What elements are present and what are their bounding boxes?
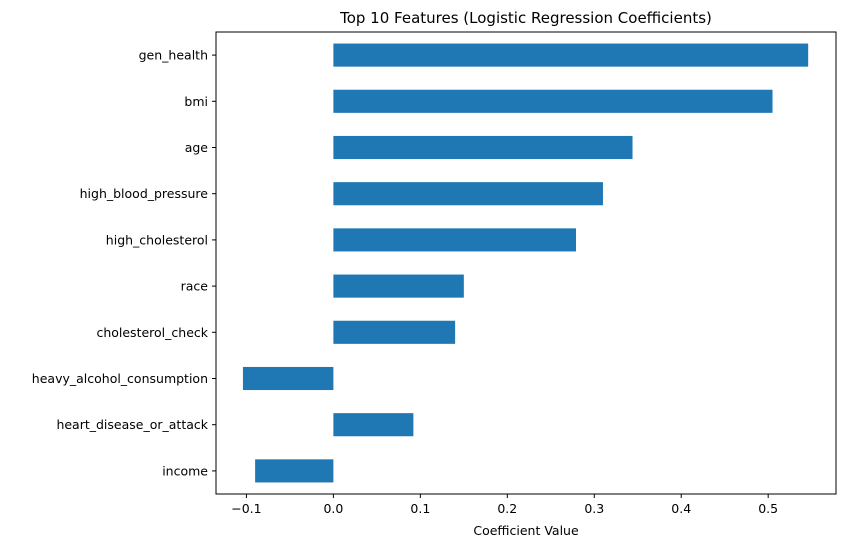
y-tick-label: high_cholesterol	[106, 232, 208, 247]
x-axis-title: Coefficient Value	[473, 523, 579, 538]
bars-group	[242, 43, 809, 483]
bar-heavy-alcohol-consumption	[242, 366, 334, 391]
bar-high-cholesterol	[333, 228, 576, 252]
bar-age	[333, 135, 633, 160]
x-tick-label: 0.3	[584, 501, 604, 516]
x-tick-label: −0.1	[231, 501, 261, 516]
bar-gen-health	[333, 43, 809, 67]
x-axis-ticks: −0.1 0.0 0.1 0.2 0.3 0.4 0.5	[231, 494, 778, 516]
x-tick-label: 0.0	[323, 501, 343, 516]
x-tick-label: 0.5	[758, 501, 778, 516]
y-tick-label: high_blood_pressure	[80, 186, 209, 201]
chart-title: Top 10 Features (Logistic Regression Coe…	[339, 9, 712, 27]
y-tick-label: gen_health	[139, 48, 208, 63]
y-tick-label: heavy_alcohol_consumption	[32, 371, 208, 386]
x-tick-label: 0.4	[671, 501, 691, 516]
bar-high-blood-pressure	[333, 182, 603, 206]
y-tick-label: bmi	[184, 94, 208, 109]
plot-frame	[215, 31, 837, 495]
y-tick-label: income	[162, 463, 208, 478]
y-tick-label: age	[185, 140, 209, 155]
bar-bmi	[333, 89, 773, 113]
bar-race	[333, 274, 464, 298]
bar-income	[255, 459, 334, 483]
bar-cholesterol-check	[333, 320, 456, 344]
x-tick-label: 0.2	[497, 501, 517, 516]
y-tick-label: cholesterol_check	[96, 325, 208, 340]
y-tick-label: heart_disease_or_attack	[56, 417, 208, 432]
bar-heart-disease-or-attack	[333, 413, 414, 437]
y-tick-label: race	[181, 279, 209, 294]
x-tick-label: 0.1	[410, 501, 430, 516]
